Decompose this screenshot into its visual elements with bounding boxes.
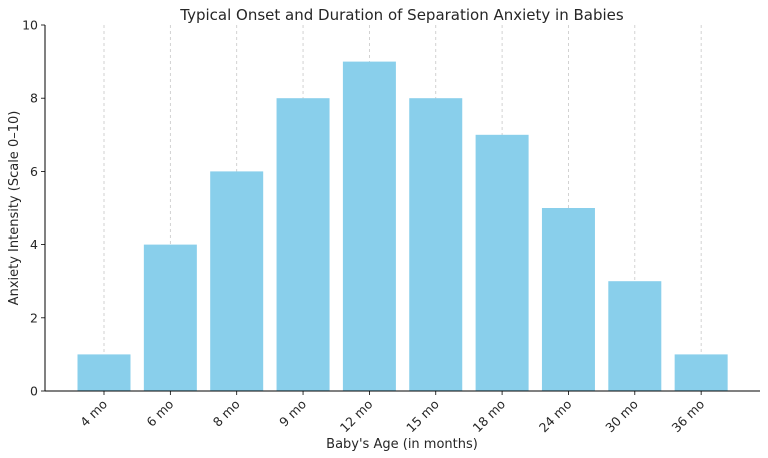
bar [475,134,529,392]
y-tick-label: 4 [30,237,38,252]
bar [77,354,131,391]
chart-title: Typical Onset and Duration of Separation… [179,6,624,24]
x-tick-label: 4 mo [77,397,110,430]
x-axis-label: Baby's Age (in months) [326,437,478,452]
y-tick-label: 6 [30,164,38,179]
bar [276,98,330,391]
y-axis-label: Anxiety Intensity (Scale 0–10) [7,111,22,306]
x-tick-label: 30 mo [602,397,641,436]
y-tick-label: 8 [30,91,38,106]
bar [541,208,595,391]
x-tick-label: 36 mo [669,397,708,436]
x-tick-label: 12 mo [337,397,376,436]
x-tick-label: 18 mo [470,397,509,436]
bar [608,281,662,391]
bar [210,171,264,391]
x-ticks: 4 mo 6 mo 8 mo 9 mo 12 mo 15 mo 18 mo 24 mo 30 m… [77,391,707,435]
bar [342,61,396,391]
y-tick-label: 10 [22,18,38,33]
x-tick-label: 6 mo [143,397,176,430]
y-tick-label: 0 [30,384,38,399]
bar [409,98,463,391]
bar [674,354,728,391]
y-tick-label: 2 [30,310,38,325]
x-tick-label: 8 mo [210,397,243,430]
x-tick-label: 24 mo [536,397,575,436]
bars [77,61,728,392]
y-ticks: 0 2 4 6 8 10 [22,18,45,399]
x-tick-label: 9 mo [276,397,309,430]
bar [143,244,197,391]
x-tick-label: 15 mo [403,397,442,436]
axes [44,25,760,392]
